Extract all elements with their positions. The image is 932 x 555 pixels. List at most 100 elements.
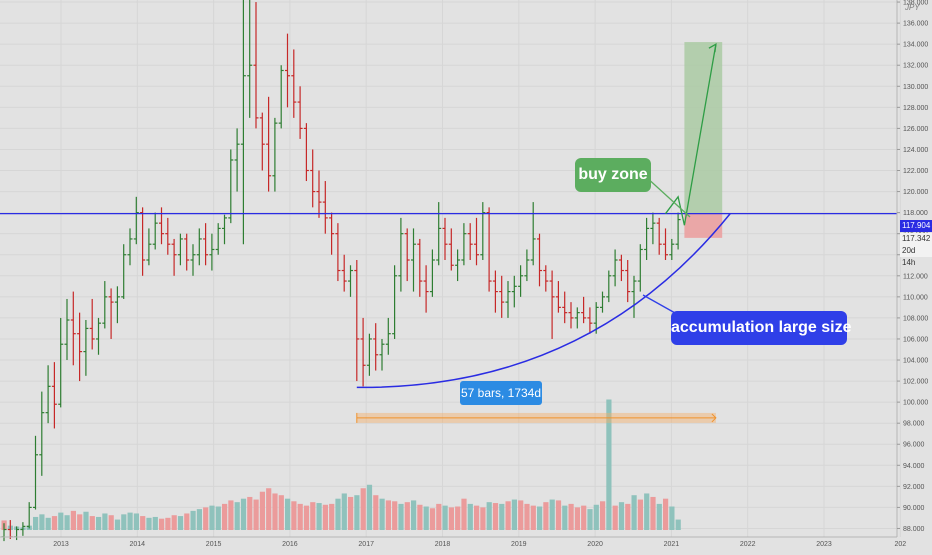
volume-bar xyxy=(77,514,83,530)
ohlc-bar xyxy=(366,333,372,376)
price-tick-label: 112.000 xyxy=(903,273,928,280)
projection-arrow xyxy=(664,44,717,226)
ohlc-bar xyxy=(209,233,215,271)
ohlc-bar xyxy=(259,112,265,171)
price-tick-label: 128.000 xyxy=(903,105,928,112)
ohlc-bar xyxy=(203,223,209,266)
ohlc-bar xyxy=(606,270,612,303)
ohlc-bar xyxy=(190,244,196,276)
volume-bar xyxy=(612,505,618,530)
date-range-label[interactable]: 57 bars, 1734d xyxy=(460,381,542,405)
ohlc-bar xyxy=(650,212,656,245)
ohlc-bar xyxy=(266,96,272,192)
volume-bar xyxy=(442,505,448,530)
volume-bar xyxy=(272,493,278,530)
time-axis[interactable]: 2013 2014 2015 2016 2017 2018 2019 2020 2021 2022… xyxy=(0,536,906,548)
volume-bar xyxy=(644,493,650,530)
ohlc-bar xyxy=(505,281,511,318)
bar-countdown-tag: 20d 14h xyxy=(900,245,932,267)
volume-bar xyxy=(152,516,158,530)
price-tick-label: 130.000 xyxy=(903,84,928,91)
ohlc-bar xyxy=(83,320,89,376)
ohlc-bar xyxy=(499,275,505,318)
volume-bar xyxy=(581,505,587,530)
price-tick-label: 118.000 xyxy=(903,210,928,217)
ohlc-bar xyxy=(417,238,423,297)
ohlc-bar xyxy=(228,149,234,224)
volume-bar xyxy=(637,499,643,530)
projection-arrowhead xyxy=(708,42,717,53)
grid-layer xyxy=(0,0,901,537)
volume-bar xyxy=(423,506,429,530)
accumulation-curve xyxy=(356,213,731,389)
volume-bar xyxy=(404,502,410,530)
ohlc-bar xyxy=(285,33,290,108)
volume-bar xyxy=(266,488,272,530)
time-tick-label: 2023 xyxy=(816,541,832,548)
resistance-price-tag: 117.904 xyxy=(900,220,932,232)
ohlc-bar xyxy=(486,207,492,292)
buy-zone-callout[interactable]: buy zone xyxy=(575,158,651,192)
volume-bar xyxy=(650,496,656,530)
volume-bar xyxy=(675,519,681,530)
price-tick-label: 106.000 xyxy=(903,336,928,343)
ohlc-bar xyxy=(121,244,127,299)
ohlc-bar xyxy=(354,260,360,382)
ohlc-bar xyxy=(329,212,335,255)
ohlc-bar xyxy=(669,238,675,260)
ohlc-bar xyxy=(102,281,108,329)
ohlc-bar xyxy=(461,223,467,266)
volume-bar xyxy=(259,491,265,530)
ohlc-bar xyxy=(373,323,379,371)
volume-bar xyxy=(45,517,51,530)
ohlc-bar xyxy=(70,291,76,366)
ohlc-bar xyxy=(184,233,190,271)
ohlc-bar xyxy=(429,249,435,297)
accumulation-callout[interactable]: accumulation large size xyxy=(671,311,852,345)
volume-bar xyxy=(140,516,146,530)
volume-bar xyxy=(600,501,606,530)
ohlc-bar xyxy=(171,238,177,276)
volume-bar xyxy=(417,504,423,530)
volume-bar xyxy=(146,517,152,530)
ohlc-bar xyxy=(127,228,133,266)
ohlc-bar xyxy=(335,223,341,282)
volume-bar xyxy=(593,504,599,530)
ohlc-bar xyxy=(625,260,631,303)
ohlc-bar xyxy=(165,217,171,255)
volume-bar xyxy=(190,510,196,530)
volume-bar xyxy=(316,503,322,530)
volume-bar xyxy=(310,502,316,530)
price-tick-label: 98.000 xyxy=(903,421,925,428)
volume-bar xyxy=(96,516,102,530)
ohlc-bar xyxy=(423,265,429,313)
volume-bar xyxy=(373,495,379,530)
volume-bar xyxy=(234,502,240,530)
volume-bar xyxy=(530,505,536,530)
volume-bar xyxy=(354,495,360,530)
volume-bar xyxy=(196,509,202,530)
volume-bar xyxy=(455,506,461,530)
time-tick-label: 2021 xyxy=(664,541,680,548)
ohlc-bar xyxy=(58,317,64,408)
ohlc-bar xyxy=(631,275,637,318)
ohlc-bar xyxy=(442,217,448,260)
volume-bar xyxy=(303,505,310,530)
volume-bar xyxy=(398,503,404,530)
ohlc-bar xyxy=(360,317,366,387)
volume-bar xyxy=(524,503,530,530)
price-tick-label: 126.000 xyxy=(903,126,928,133)
ohlc-bar xyxy=(581,296,587,324)
ohlc-bar xyxy=(253,2,259,129)
ohlc-bar xyxy=(341,254,347,292)
volume-bar xyxy=(240,498,247,530)
ohlc-bar xyxy=(297,86,303,139)
ohlc-bar xyxy=(20,522,26,536)
volume-bar xyxy=(165,517,171,530)
ohlc-bar xyxy=(392,265,398,339)
volume-bar xyxy=(669,506,675,530)
volume-bar xyxy=(474,505,480,530)
volume-bar xyxy=(505,501,511,530)
